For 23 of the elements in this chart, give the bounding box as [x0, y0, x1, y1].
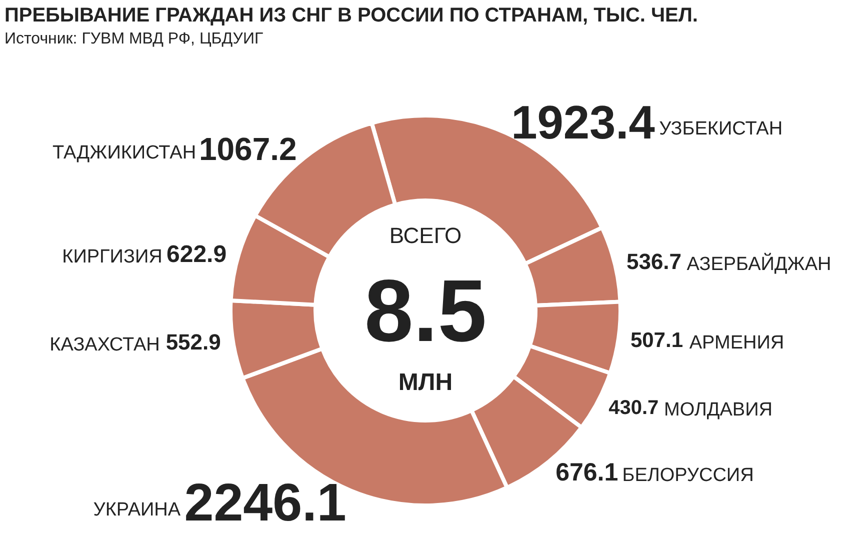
data-label: 1067.2 — [198, 130, 297, 167]
chart-subtitle: Источник: ГУВМ МВД РФ, ЦБДУИГ — [4, 30, 264, 48]
slice-label: АРМЕНИЯ — [689, 332, 784, 354]
data-label: 2246.1 — [184, 473, 346, 532]
text: МЛН — [398, 369, 453, 396]
slice-label: БЕЛОРУССИЯ — [622, 464, 754, 486]
text: 8.5 — [364, 261, 487, 360]
slice-label: УЗБЕКИСТАН — [659, 118, 783, 140]
data-label: 1923.4 — [511, 96, 655, 149]
data-label: 676.1 — [556, 458, 618, 487]
slice-label: УКРАИНА — [93, 499, 181, 520]
data-label: 622.9 — [166, 240, 227, 268]
slice-label: МОЛДАВИЯ — [664, 400, 772, 421]
slice-label: АЗЕРБАЙДЖАН — [686, 252, 832, 275]
chart-title: ПРЕБЫВАНИЕ ГРАЖДАН ИЗ СНГ В РОССИИ ПО СТРАНАМ, ТЫС. ЧЕЛ. — [4, 4, 698, 26]
slice-label: КИРГИЗИЯ — [62, 246, 162, 268]
slice-label: КАЗАХСТАН — [50, 334, 160, 356]
data-label: 507.1 — [630, 329, 684, 352]
data-label: 430.7 — [608, 397, 659, 420]
data-label: 536.7 — [626, 248, 682, 274]
text: ВСЕГО — [389, 223, 462, 248]
slice-label: ТАДЖИКИСТАН — [52, 142, 196, 164]
data-label: 552.9 — [166, 330, 221, 355]
